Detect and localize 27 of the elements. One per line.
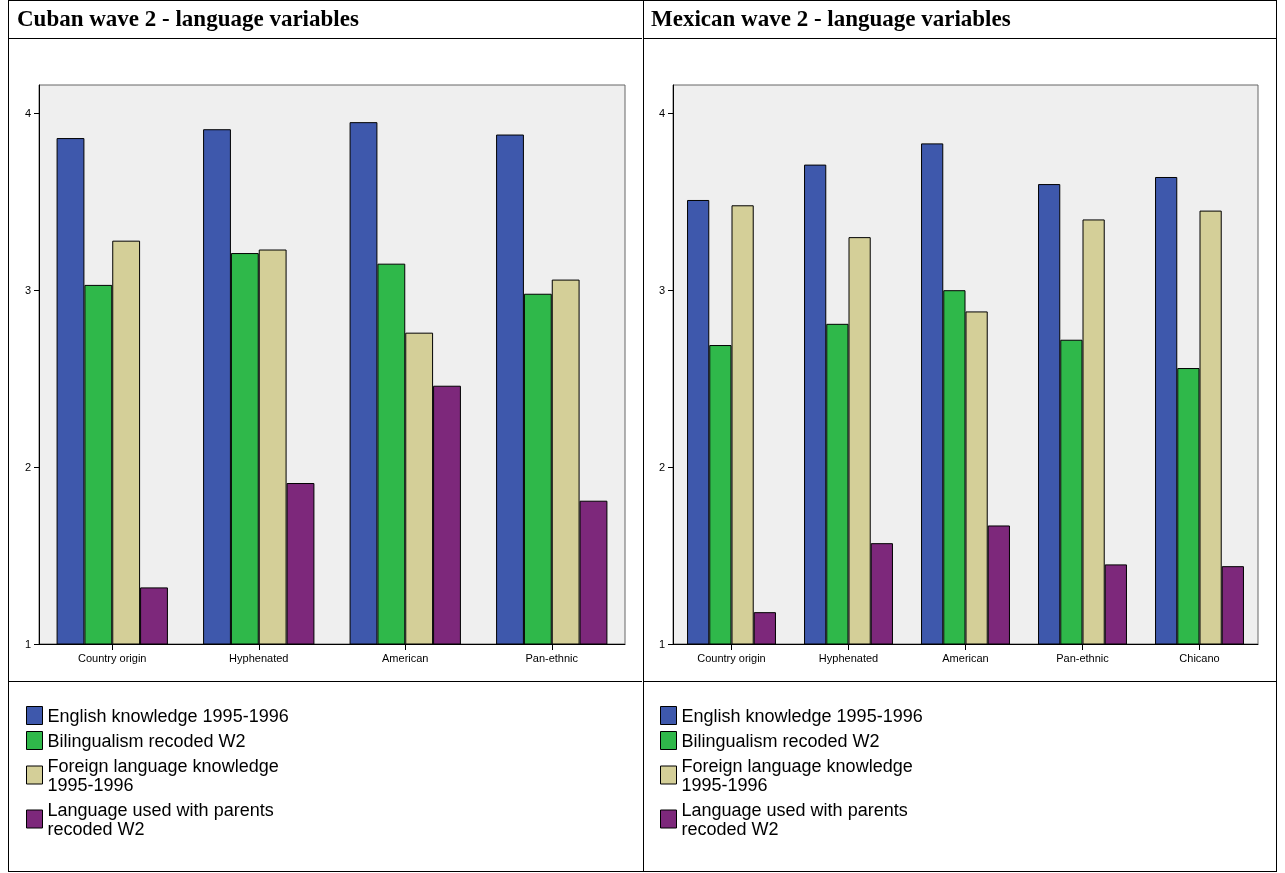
y-tick-label: 4 bbox=[658, 107, 665, 120]
x-tick-label: American bbox=[382, 651, 429, 664]
x-tick-label: Chicano bbox=[1179, 651, 1220, 664]
y-tick-label: 4 bbox=[24, 107, 31, 120]
x-tick-label: Pan-ethnic bbox=[525, 651, 579, 664]
y-tick-label: 3 bbox=[24, 284, 31, 297]
x-tick-label: Hyphenated bbox=[818, 651, 879, 664]
y-tick-label: 2 bbox=[658, 461, 665, 474]
x-tick-label: American bbox=[942, 651, 989, 664]
chart-title: Cuban wave 2 - language variables bbox=[9, 1, 642, 39]
legend-label: Language used with parents recoded W2 bbox=[47, 799, 279, 839]
y-tick-label: 2 bbox=[24, 461, 31, 474]
x-tick-label: Pan-ethnic bbox=[1056, 651, 1110, 664]
legend-label: Foreign language knowledge 1995-1996 bbox=[47, 755, 284, 795]
legend-label: English knowledge 1995-1996 bbox=[47, 705, 289, 726]
y-tick-label: 1 bbox=[658, 638, 665, 650]
y-tick-label: 3 bbox=[658, 284, 665, 297]
x-tick-label: Hyphenated bbox=[229, 651, 289, 664]
chart-title: Mexican wave 2 - language variables bbox=[643, 1, 1276, 39]
x-tick-label: Country origin bbox=[78, 651, 147, 664]
legend-label: Foreign language knowledge 1995-1996 bbox=[681, 755, 918, 795]
legend-label: Language used with parents recoded W2 bbox=[681, 799, 913, 839]
y-tick-label: 1 bbox=[24, 638, 31, 650]
x-tick-label: Country origin bbox=[697, 651, 766, 664]
legend-label: Bilingualism recoded W2 bbox=[681, 730, 880, 751]
legend-label: Bilingualism recoded W2 bbox=[47, 730, 246, 751]
legend-label: English knowledge 1995-1996 bbox=[681, 705, 923, 726]
